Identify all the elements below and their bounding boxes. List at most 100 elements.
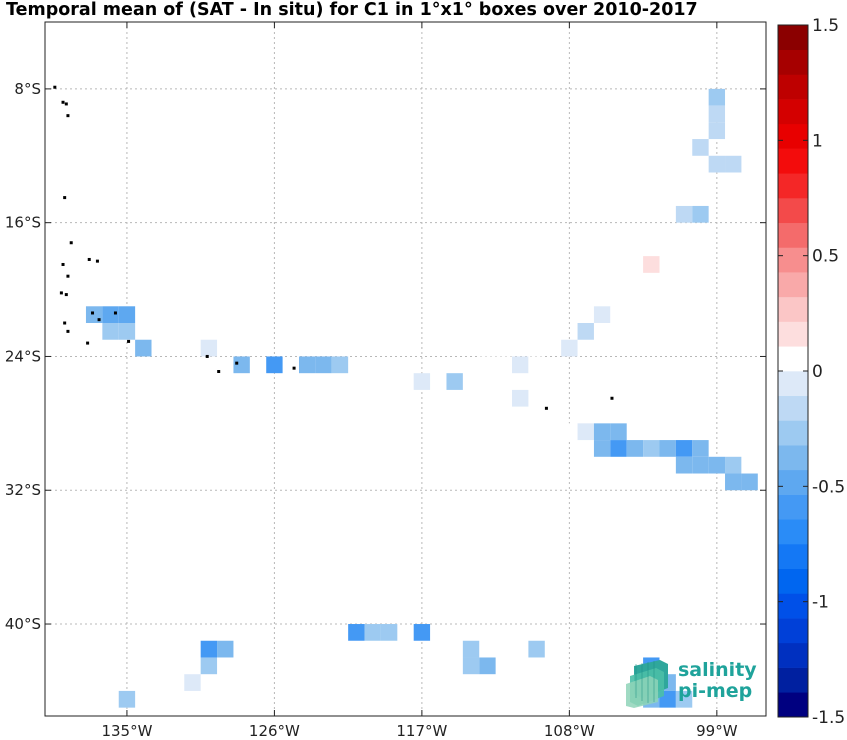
heatmap-cell [298, 356, 316, 374]
heatmap-cell [692, 205, 709, 223]
heatmap-cell [577, 323, 594, 340]
heatmap-cell [266, 356, 283, 374]
heatmap-cell [708, 155, 726, 173]
colorbar: 1.5 1 0.5 0 -0.5 -1 -1.5 [777, 16, 845, 728]
island-mark [292, 366, 296, 370]
y-tick-label: 8°S [14, 80, 41, 98]
island-mark [69, 241, 73, 245]
colorbar-segment [778, 420, 808, 446]
heatmap-cell [675, 456, 693, 474]
heatmap-cell [708, 105, 726, 123]
colorbar-segment [778, 49, 808, 75]
island-mark [63, 321, 67, 325]
colorbar-segment [778, 445, 808, 471]
island-mark [95, 259, 99, 263]
colorbar-segment [778, 494, 808, 520]
heatmap-cell [561, 423, 578, 441]
heatmap-cell [725, 473, 742, 491]
heatmap-cell [593, 440, 611, 457]
heatmap-cell [479, 356, 496, 374]
heatmap-cell [315, 356, 332, 374]
x-tick-label: 108°W [544, 722, 595, 740]
heatmap-cell [659, 440, 676, 457]
colorbar-segment [778, 544, 808, 570]
colorbar-segment [778, 519, 808, 545]
heatmap-cell [643, 440, 660, 457]
heatmap-cell [610, 306, 627, 324]
heatmap-cell [364, 624, 381, 641]
colorbar-segment [778, 247, 808, 273]
heatmap-cell [380, 624, 398, 641]
colorbar-segment [778, 123, 808, 149]
island-mark [61, 262, 65, 266]
chart-title: Temporal mean of (SAT - In situ) for C1 … [6, 0, 698, 20]
x-axis: 135°W 126°W 117°W 108°W 99°W [101, 22, 738, 740]
colorbar-segment [778, 618, 808, 644]
colorbar-tick-label: -1.5 [812, 708, 845, 728]
colorbar-segment [778, 469, 808, 495]
x-tick-label: 126°W [249, 722, 300, 740]
island-mark [217, 370, 221, 374]
salinity-pi-mep-logo: salinity pi-mep [620, 658, 770, 708]
colorbar-segment [778, 296, 808, 322]
heatmap-cell [626, 272, 644, 290]
heatmap-cell [512, 389, 529, 407]
colorbar-segment [778, 321, 808, 347]
heatmap-cell [118, 306, 136, 324]
island-mark [53, 85, 57, 89]
heatmap-cell [413, 373, 431, 390]
colorbar-segment [778, 568, 808, 594]
heatmap-cell [675, 440, 693, 457]
colorbar-segment [778, 692, 808, 718]
colorbar-segment [778, 346, 808, 372]
heatmap-cell [462, 657, 480, 675]
heatmap-cell [626, 440, 644, 457]
colorbar-segment [778, 74, 808, 100]
heatmap-cell [725, 155, 742, 173]
colorbar-tick-label: 1.5 [812, 16, 839, 36]
heatmap-cell [135, 339, 152, 357]
heatmap-cell [593, 423, 611, 441]
heatmap-cell [692, 440, 709, 457]
heatmap-cell [446, 373, 463, 390]
colorbar-tick-label: -1 [812, 593, 829, 613]
heatmap-cell [331, 356, 349, 374]
heatmap-cell [528, 356, 545, 374]
heatmap-cell [479, 657, 496, 675]
heatmap-cell [741, 456, 758, 474]
heatmap-cell [675, 205, 693, 223]
y-axis: 8°S 16°S 24°S 32°S 40°S [5, 80, 766, 633]
heatmap-cell [643, 256, 660, 273]
island-mark [66, 114, 70, 118]
colorbar-tick-label: -0.5 [812, 477, 845, 497]
island-mark [91, 311, 95, 315]
heatmap-cell [577, 423, 594, 441]
island-mark [64, 102, 68, 106]
heatmap-cell [462, 640, 480, 658]
island-mark [61, 100, 65, 104]
logo-text-salinity: salinity [678, 659, 757, 681]
island-mark [59, 291, 63, 295]
y-tick-label: 16°S [5, 214, 41, 232]
island-mark [544, 406, 548, 410]
colorbar-segment [778, 222, 808, 248]
colorbar-segment [778, 272, 808, 298]
x-tick-label: 135°W [101, 722, 152, 740]
island-mark [610, 396, 614, 400]
colorbar-segment [778, 99, 808, 125]
colorbar-segment [778, 148, 808, 174]
plot-background [45, 22, 766, 716]
y-tick-label: 32°S [5, 481, 41, 499]
heatmap-cell [610, 440, 627, 457]
colorbar-tick-label: 1 [812, 131, 823, 151]
heatmap-cell [708, 88, 726, 106]
heatmap-cell [741, 473, 758, 491]
axes [44, 21, 767, 717]
plot-frame [44, 21, 767, 717]
y-tick-label: 24°S [5, 347, 41, 365]
heatmap-cell [413, 624, 431, 641]
heatmap-cell [200, 657, 218, 675]
colorbar-segment [778, 593, 808, 619]
island-mark [113, 311, 117, 315]
